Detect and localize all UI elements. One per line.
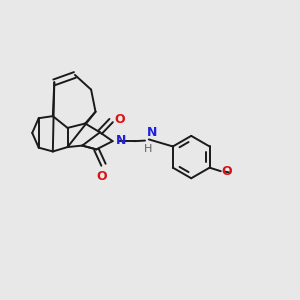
Text: N: N: [147, 126, 158, 140]
Text: O: O: [115, 112, 125, 126]
Text: O: O: [97, 170, 107, 183]
Text: O: O: [221, 165, 232, 178]
Text: N: N: [116, 134, 126, 147]
Text: H: H: [143, 143, 152, 154]
